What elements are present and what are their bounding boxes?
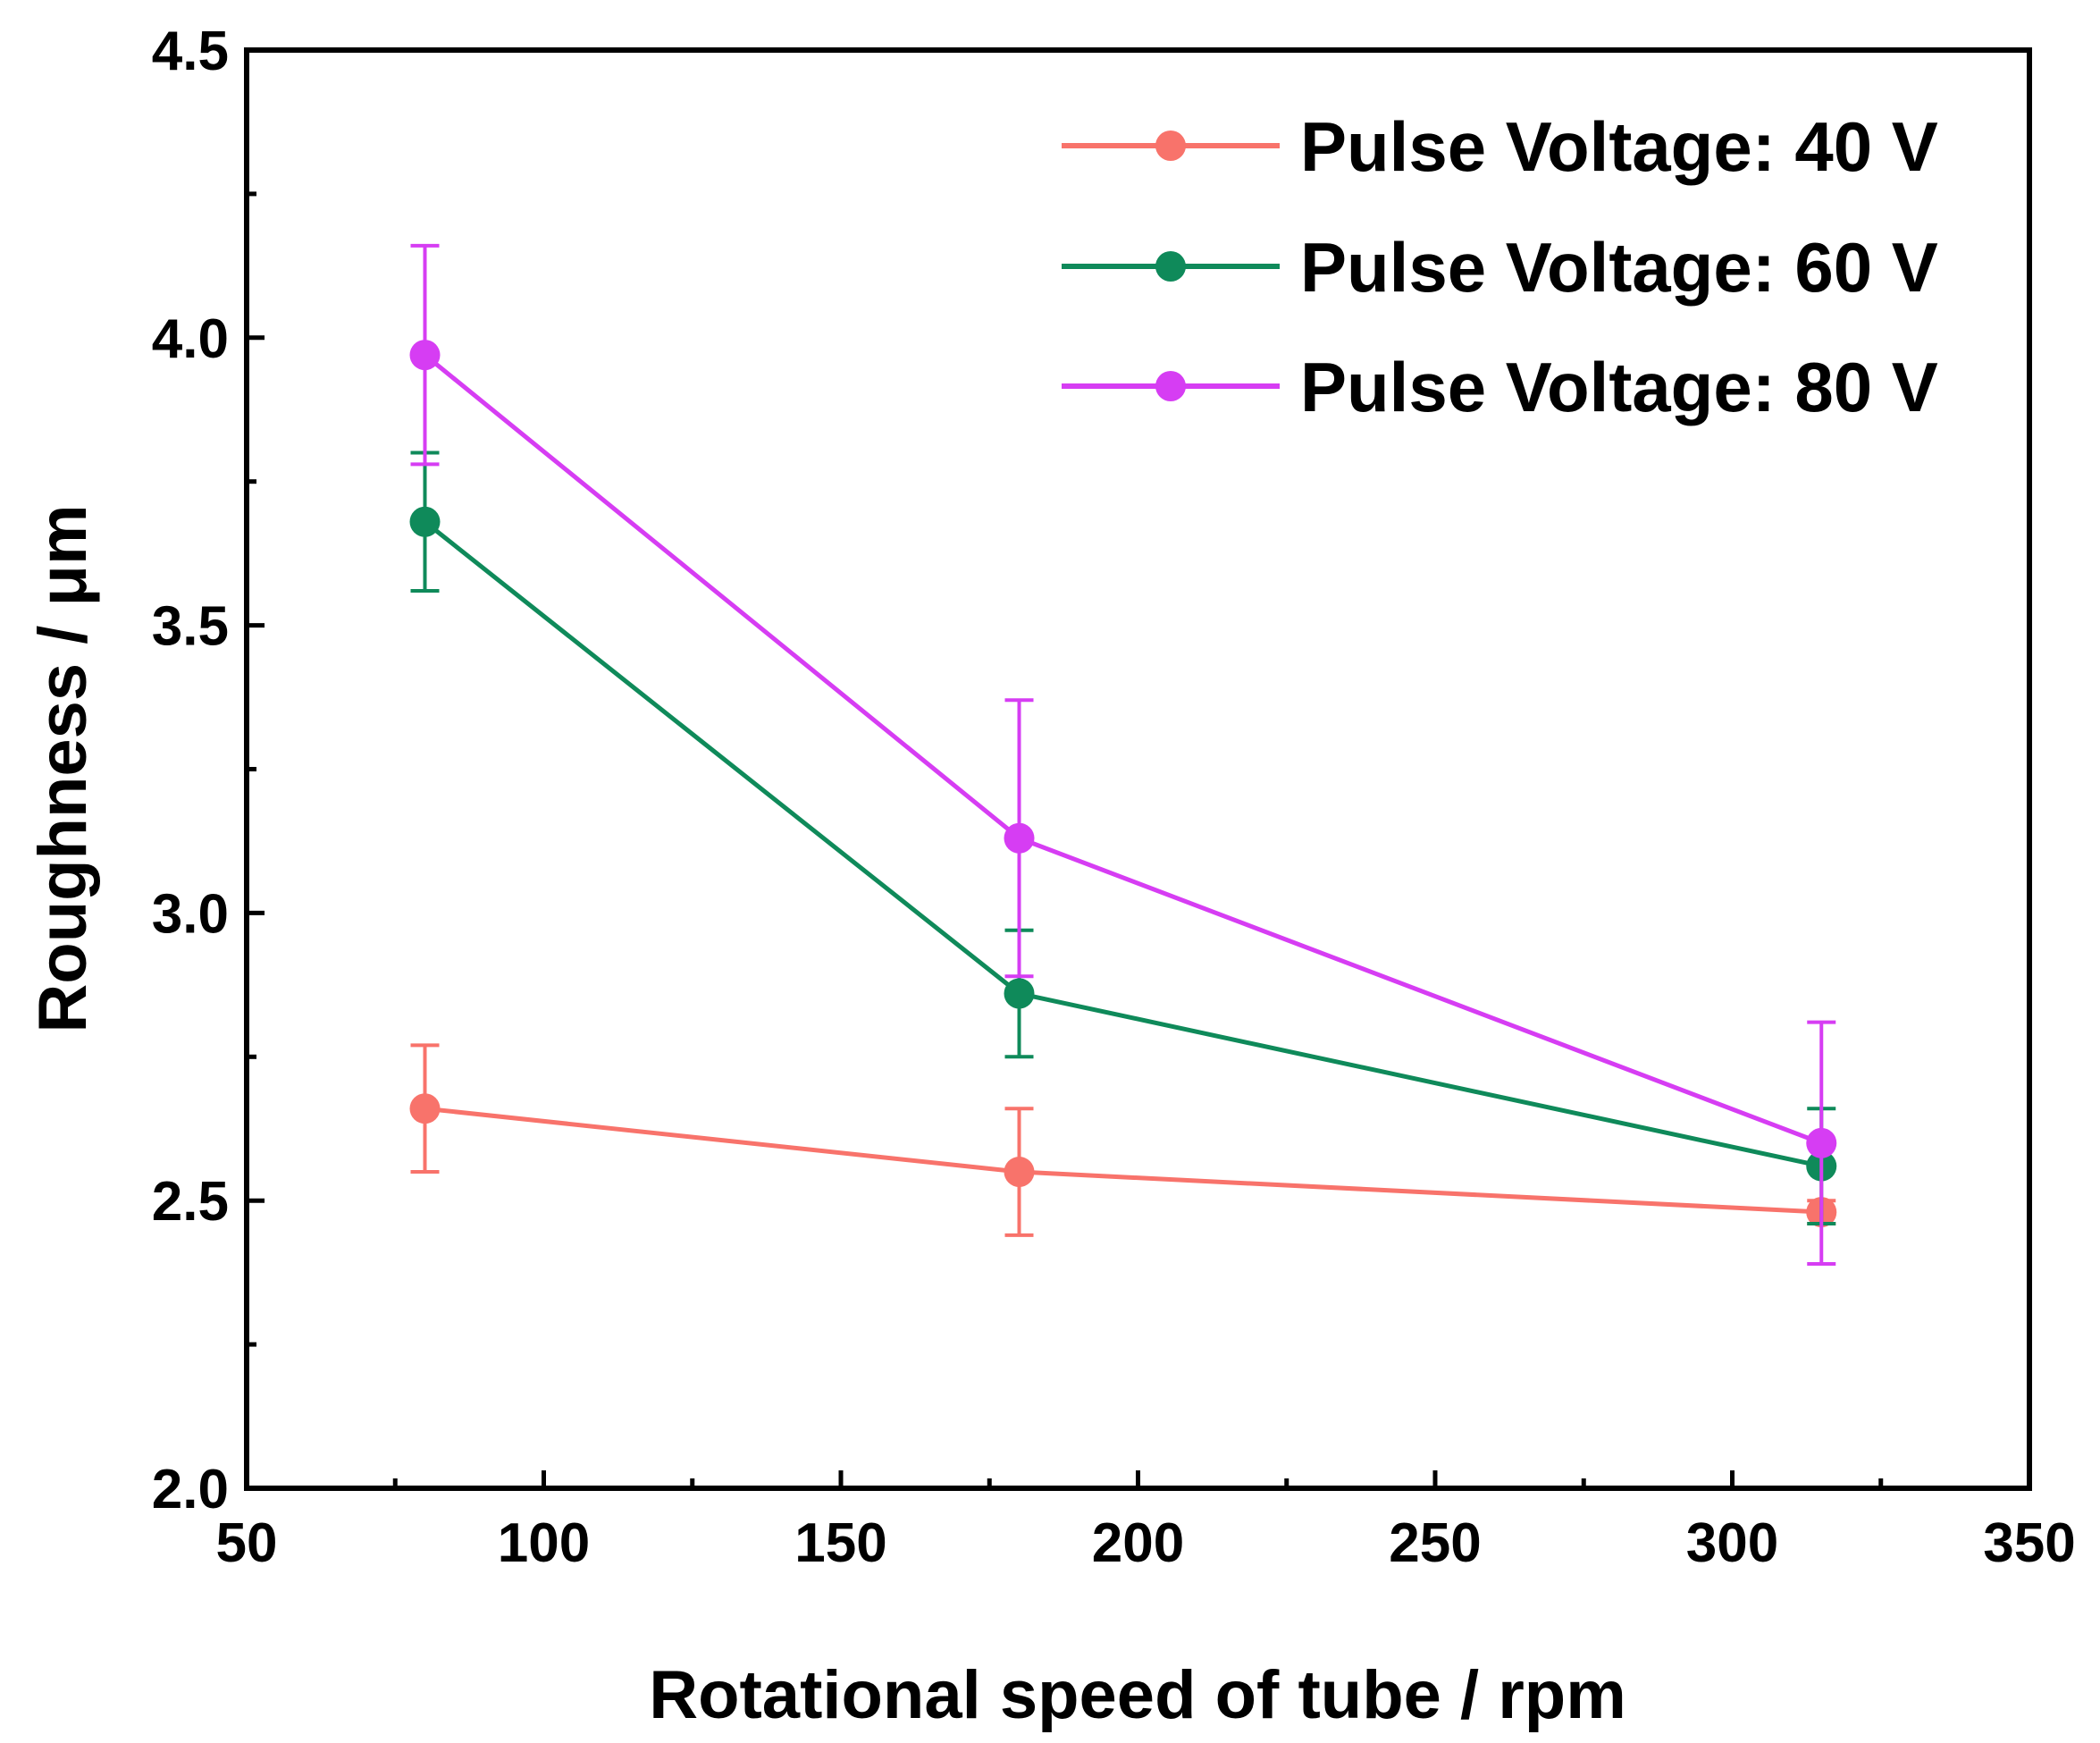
y-tick-label: 3.0	[152, 883, 229, 945]
legend-item: Pulse Voltage: 80 V	[1062, 348, 1938, 426]
legend-marker	[1155, 251, 1186, 282]
data-point	[409, 1093, 441, 1124]
legend-label: Pulse Voltage: 40 V	[1300, 107, 1938, 186]
series-line	[423, 519, 1822, 1169]
legend-item: Pulse Voltage: 40 V	[1062, 107, 1938, 186]
data-series	[409, 243, 1837, 1266]
series-line	[424, 1106, 1822, 1215]
series-3	[409, 243, 1837, 1266]
y-tick-label: 2.0	[152, 1459, 229, 1520]
x-tick-label: 350	[1983, 1512, 2075, 1574]
data-point	[1004, 978, 1035, 1009]
legend-item: Pulse Voltage: 60 V	[1062, 228, 1938, 307]
legend-label: Pulse Voltage: 80 V	[1300, 348, 1938, 426]
y-tick-label: 4.5	[152, 21, 229, 82]
x-tick-label: 50	[216, 1512, 278, 1574]
y-tick-label: 4.0	[152, 308, 229, 370]
series-1	[409, 1043, 1837, 1237]
series-line	[423, 353, 1823, 1146]
x-tick-label: 100	[498, 1512, 590, 1574]
legend-marker	[1155, 371, 1186, 401]
y-axis-title: Roughness / μm	[25, 504, 101, 1032]
legend: Pulse Voltage: 40 V Pulse Voltage: 60 V Pu…	[1062, 107, 1938, 426]
x-tick-label: 250	[1389, 1512, 1481, 1574]
x-tick-label: 200	[1092, 1512, 1184, 1574]
data-point	[1004, 1157, 1035, 1188]
x-axis-title: Rotational speed of tube / rpm	[649, 1657, 1626, 1733]
tick-labels: 50 100 150 200 250 300 350 2.0 2.5 3.0 3.5 4.0 4.5	[152, 21, 2076, 1574]
data-point	[1004, 822, 1035, 854]
data-point	[409, 506, 441, 537]
axis-ticks	[244, 47, 2032, 1491]
legend-marker	[1155, 131, 1186, 161]
y-tick-label: 3.5	[152, 596, 229, 658]
y-tick-label: 2.5	[152, 1171, 229, 1233]
legend-label: Pulse Voltage: 60 V	[1300, 228, 1938, 307]
data-point	[1806, 1127, 1837, 1158]
x-tick-label: 300	[1686, 1512, 1778, 1574]
data-point	[409, 340, 441, 371]
series-2	[409, 450, 1837, 1225]
x-tick-label: 150	[794, 1512, 886, 1574]
